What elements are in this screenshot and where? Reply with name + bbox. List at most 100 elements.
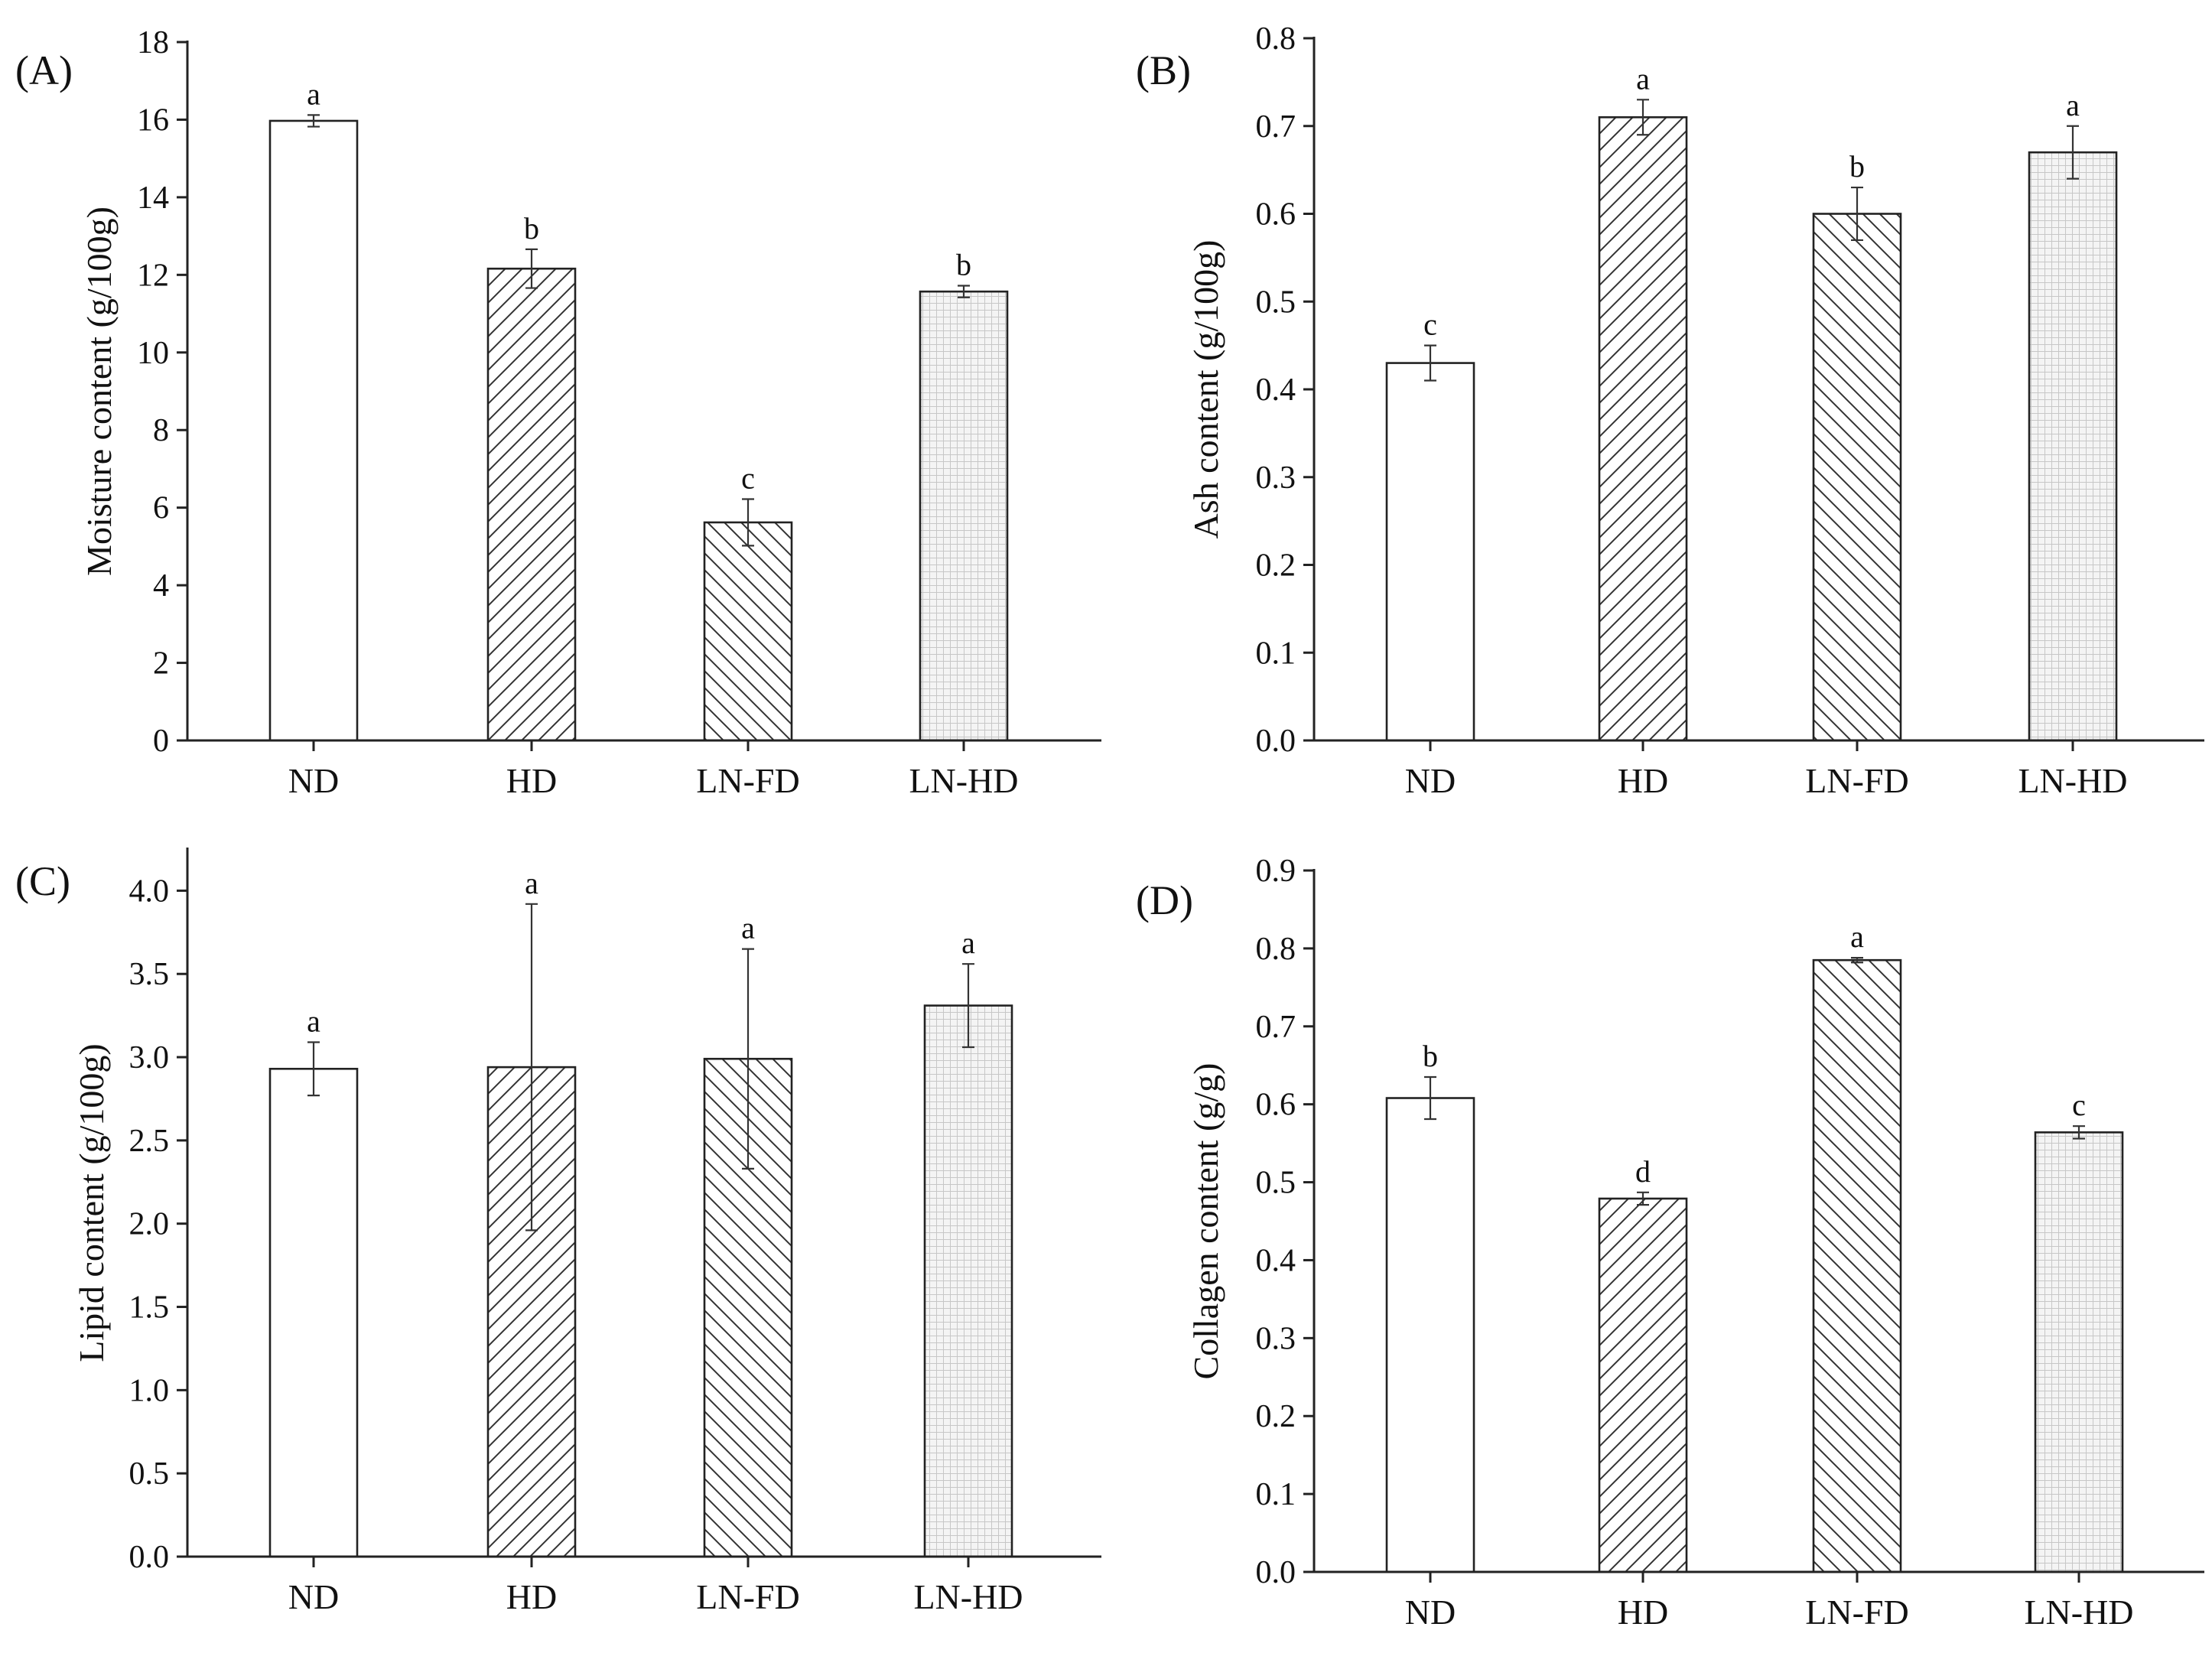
bar-b-nd: [1385, 362, 1475, 742]
significance-label-a-nd: a: [307, 76, 320, 111]
y-tick-label-b-1: 0.1: [1256, 636, 1296, 671]
y-tick-label-c-0: 0.0: [129, 1540, 170, 1575]
y-tick-label-a-4: 8: [153, 413, 169, 448]
y-tick-label-a-3: 6: [153, 491, 169, 526]
axes-d: [1313, 869, 2204, 1573]
x-tick-label-b-nd: ND: [1405, 761, 1456, 800]
error-bar-b-hd: [1637, 99, 1649, 136]
x-tick-label-b-hd: HD: [1618, 761, 1668, 800]
y-tick-label-d-4: 0.4: [1256, 1243, 1296, 1278]
y-tick-label-a-9: 18: [137, 25, 169, 60]
axes-a: [186, 41, 1101, 742]
bar-b-ln-hd: [2028, 151, 2118, 742]
y-tick-label-c-7: 3.5: [129, 957, 170, 992]
y-tick-label-d-8: 0.8: [1256, 932, 1296, 967]
panel-tag-d: (D): [1136, 877, 1193, 923]
y-tick-label-d-0: 0.0: [1256, 1555, 1296, 1590]
x-tick-label-a-hd: HD: [506, 761, 557, 800]
significance-label-c-ln-fd: a: [741, 911, 755, 945]
x-tick-label-d-ln-fd: LN-FD: [1805, 1593, 1908, 1632]
y-tick-label-a-5: 10: [137, 336, 169, 371]
x-tick-label-d-nd: ND: [1405, 1593, 1456, 1632]
error-bar-d-ln-hd: [2073, 1125, 2085, 1140]
significance-label-c-nd: a: [307, 1004, 320, 1038]
x-tick-label-d-ln-hd: LN-HD: [2024, 1593, 2133, 1632]
error-bar-a-ln-fd: [742, 498, 754, 547]
y-tick-label-a-7: 14: [137, 181, 169, 216]
bar-d-hd: [1598, 1197, 1688, 1573]
y-tick-label-a-8: 16: [137, 102, 169, 138]
panel-tag-a: (A): [15, 47, 73, 93]
y-tick-label-d-6: 0.6: [1256, 1088, 1296, 1123]
significance-label-c-hd: a: [525, 866, 538, 900]
y-tick-label-c-2: 1.0: [129, 1373, 170, 1408]
error-bar-d-hd: [1637, 1191, 1649, 1206]
bar-a-hd: [486, 267, 577, 742]
x-tick-label-a-nd: ND: [288, 761, 339, 800]
panel-tag-b: (B): [1136, 47, 1191, 93]
panel-d-collagen-chart: (D) Collagen content (g/g) 0.0 0.1 0.2 0.3 0.4…: [1136, 854, 2204, 1632]
error-bar-b-ln-fd: [1851, 186, 1863, 242]
y-tick-label-c-8: 4.0: [129, 874, 170, 909]
y-tick-label-c-6: 3.0: [129, 1040, 170, 1075]
y-tick-label-d-2: 0.2: [1256, 1399, 1296, 1434]
y-tick-label-a-1: 2: [153, 646, 169, 682]
panel-c-lipid-chart: (C) Lipid content (g/100g) 0.0 0.5 1.0 1.5 2.0…: [15, 848, 1101, 1616]
significance-label-b-nd: c: [1423, 307, 1437, 342]
x-tick-label-a-ln-hd: LN-HD: [909, 761, 1018, 800]
significance-label-d-nd: b: [1423, 1039, 1438, 1073]
significance-label-d-hd: d: [1635, 1154, 1651, 1189]
y-tick-label-b-3: 0.3: [1256, 460, 1296, 496]
bar-d-ln-fd: [1812, 958, 1902, 1573]
y-tick-label-b-4: 0.4: [1256, 373, 1296, 408]
axes-b: [1313, 37, 2204, 742]
error-bar-c-ln-fd: [742, 948, 754, 1170]
error-bar-a-nd: [307, 114, 320, 128]
y-tick-label-d-3: 0.3: [1256, 1321, 1296, 1356]
x-tick-label-d-hd: HD: [1618, 1593, 1668, 1632]
x-tick-label-c-ln-hd: LN-HD: [913, 1577, 1023, 1616]
y-tick-label-c-5: 2.5: [129, 1124, 170, 1159]
bar-b-ln-fd: [1812, 213, 1902, 742]
panel-b-ash-chart: (B) Ash content (g/100g) 0.0 0.1 0.2 0.3 0.4 0.…: [1136, 21, 2204, 800]
panel-a-moisture-chart: (A) Moisture content (g/100g) 0 2 4 6 8 10 12 14 1…: [15, 25, 1101, 800]
bar-a-nd: [268, 119, 359, 742]
y-tick-label-d-7: 0.7: [1256, 1010, 1296, 1045]
significance-label-b-hd: a: [1636, 61, 1650, 96]
error-bar-b-ln-hd: [2067, 125, 2079, 180]
x-tick-label-a-ln-fd: LN-FD: [696, 761, 799, 800]
error-bar-b-nd: [1424, 344, 1436, 382]
panel-tag-c: (C): [15, 858, 70, 904]
x-tick-label-c-hd: HD: [506, 1577, 557, 1616]
y-tick-label-b-2: 0.2: [1256, 548, 1296, 584]
error-bar-a-hd: [525, 248, 538, 289]
x-tick-label-c-ln-fd: LN-FD: [696, 1577, 799, 1616]
y-tick-label-b-6: 0.6: [1256, 197, 1296, 233]
error-bar-c-hd: [525, 903, 538, 1232]
significance-label-a-ln-fd: c: [741, 461, 755, 496]
error-bar-c-ln-hd: [962, 963, 974, 1049]
error-bar-d-ln-fd: [1851, 957, 1863, 964]
x-tick-label-c-nd: ND: [288, 1577, 339, 1616]
y-tick-label-d-1: 0.1: [1256, 1477, 1296, 1512]
y-tick-label-d-5: 0.5: [1256, 1166, 1296, 1201]
y-tick-label-b-7: 0.7: [1256, 109, 1296, 145]
y-tick-label-a-6: 12: [137, 258, 169, 293]
bar-a-ln-hd: [919, 290, 1009, 742]
y-tick-label-c-4: 2.0: [129, 1207, 170, 1242]
x-tick-label-b-ln-hd: LN-HD: [2018, 761, 2127, 800]
y-tick-label-b-0: 0.0: [1256, 724, 1296, 759]
error-bar-a-ln-hd: [958, 285, 970, 298]
y-tick-label-a-2: 4: [153, 568, 169, 604]
y-axis-title-d: Collagen content (g/g): [1186, 1063, 1225, 1380]
y-tick-label-a-0: 0: [153, 724, 169, 759]
x-tick-label-b-ln-fd: LN-FD: [1805, 761, 1908, 800]
y-tick-label-b-5: 0.5: [1256, 285, 1296, 320]
y-tick-label-c-1: 0.5: [129, 1456, 170, 1492]
significance-label-d-ln-hd: c: [2072, 1088, 2086, 1122]
significance-label-c-ln-hd: a: [961, 926, 975, 960]
error-bar-c-nd: [307, 1041, 320, 1097]
error-bar-d-nd: [1424, 1075, 1436, 1121]
significance-label-a-ln-hd: b: [956, 248, 971, 282]
